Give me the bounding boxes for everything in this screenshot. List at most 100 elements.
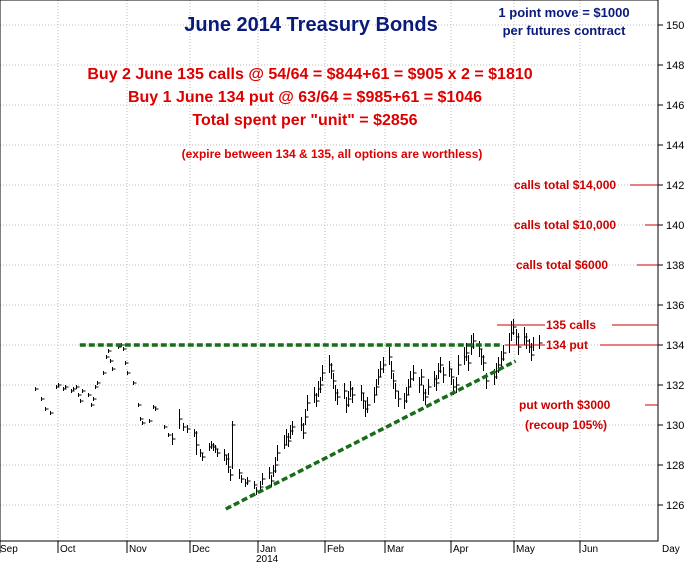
price-bar xyxy=(187,425,191,433)
y-tick-label: 134 xyxy=(666,340,684,352)
price-bar xyxy=(112,367,116,371)
x-month-label: Apr xyxy=(453,544,469,555)
price-bar xyxy=(262,473,266,485)
price-bar xyxy=(473,333,477,349)
price-bar xyxy=(398,391,402,407)
y-tick-label: 132 xyxy=(666,380,684,392)
price-bar xyxy=(425,389,429,405)
x-month-label: Dec xyxy=(192,544,210,555)
level-label: 135 calls xyxy=(546,318,596,332)
price-bar xyxy=(513,319,517,335)
price-bar xyxy=(149,419,153,423)
level-label: calls total $14,000 xyxy=(514,178,616,192)
price-bar xyxy=(45,407,49,411)
price-bar xyxy=(172,433,176,445)
price-bar xyxy=(35,387,39,391)
note-per-contract: per futures contract xyxy=(503,23,626,38)
price-bar xyxy=(383,357,387,373)
price-bar xyxy=(127,371,131,375)
price-bar xyxy=(95,385,99,389)
note-point-move: 1 point move = $1000 xyxy=(498,5,629,20)
price-bar xyxy=(393,373,397,389)
x-month-label: Day xyxy=(662,544,680,555)
level-annotation: calls total $10,000 xyxy=(514,218,658,232)
trendlines xyxy=(79,343,517,511)
price-bar xyxy=(168,433,172,437)
level-annotation: 135 calls xyxy=(497,318,658,332)
price-bar xyxy=(316,393,320,407)
price-bar xyxy=(531,343,535,361)
x-month-label: Oct xyxy=(60,544,76,555)
price-bar xyxy=(241,475,245,483)
strategy-line-2: Buy 1 June 134 put @ 63/64 = $985+61 = $… xyxy=(128,89,482,106)
price-bar xyxy=(320,377,324,393)
y-tick-label: 130 xyxy=(666,420,684,432)
price-bar xyxy=(443,367,447,383)
price-bar xyxy=(352,387,356,403)
price-bar xyxy=(413,365,417,381)
price-bar xyxy=(65,385,69,389)
chart-title: June 2014 Treasury Bonds xyxy=(184,14,437,36)
price-bar xyxy=(254,481,258,489)
price-bar xyxy=(376,379,380,395)
price-bar xyxy=(133,381,137,385)
y-tick-label: 146 xyxy=(666,100,684,112)
x-month-label: Jun xyxy=(582,544,598,555)
price-bar xyxy=(202,453,206,461)
strategy-line-1: Buy 2 June 135 calls @ 54/64 = $844+61 =… xyxy=(87,66,532,83)
price-bar xyxy=(518,333,522,355)
price-bar xyxy=(88,393,92,397)
y-tick-label: 148 xyxy=(666,60,684,72)
expiry-note: (expire between 134 & 135, all options a… xyxy=(182,147,483,161)
price-bar xyxy=(103,371,107,375)
price-bar xyxy=(97,381,101,385)
y-tick-label: 128 xyxy=(666,460,684,472)
price-bar xyxy=(228,453,232,473)
price-bar xyxy=(367,397,371,413)
price-bar xyxy=(468,355,472,371)
level-annotation: calls total $14,000 xyxy=(514,178,658,192)
price-bar xyxy=(183,423,187,431)
x-axis: Sep Oct Nov Dec Jan Feb Mar Apr May Jun Day xyxy=(0,541,680,555)
level-label: put worth $3000 xyxy=(519,398,611,412)
price-bar xyxy=(50,411,54,415)
price-bar xyxy=(331,363,335,379)
price-bar xyxy=(389,347,393,365)
price-bar xyxy=(271,475,275,487)
x-month-label: Sep xyxy=(0,544,18,555)
price-bar xyxy=(41,397,45,401)
plot-frame xyxy=(0,0,659,542)
price-bar xyxy=(164,425,168,429)
x-month-label: Nov xyxy=(129,544,147,555)
level-annotation: 134 put xyxy=(505,338,658,352)
y-tick-label: 142 xyxy=(666,180,684,192)
price-bar xyxy=(456,377,460,393)
y-tick-label: 140 xyxy=(666,220,684,232)
price-bar xyxy=(125,361,129,365)
price-bar xyxy=(421,369,425,385)
price-bars xyxy=(35,319,543,495)
x-month-label: Feb xyxy=(327,544,345,555)
price-bar xyxy=(196,431,200,455)
price-bar xyxy=(303,423,307,439)
price-bar xyxy=(179,409,183,429)
price-levels: calls total $14,000 calls total $10,000 ca… xyxy=(497,178,658,432)
y-tick-label: 136 xyxy=(666,300,684,312)
price-bar xyxy=(82,389,86,393)
gridlines xyxy=(0,0,658,541)
price-bar xyxy=(333,373,337,389)
price-bar xyxy=(539,335,543,349)
price-bar xyxy=(348,391,352,407)
price-bar xyxy=(230,469,234,481)
price-bar xyxy=(483,355,487,371)
level-annotation: put worth $3000 xyxy=(519,398,658,412)
price-bar xyxy=(91,403,95,407)
price-bar xyxy=(155,407,159,411)
price-bar xyxy=(108,349,112,353)
price-bar xyxy=(110,359,114,363)
y-tick-label: 144 xyxy=(666,140,684,152)
price-bar xyxy=(466,343,470,361)
y-axis: 126 128 130 132 134 136 138 140 142 144 146 148 150 xyxy=(658,20,684,512)
price-bar xyxy=(337,389,341,405)
